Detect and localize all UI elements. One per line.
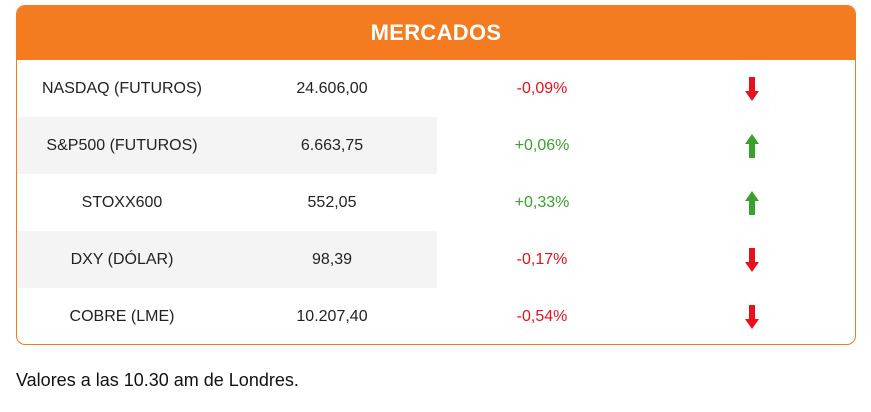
arrow-down-icon xyxy=(647,288,855,344)
market-value: 6.663,75 xyxy=(300,136,364,154)
market-row-nasdaq: NASDAQ (FUTUROS) 24.606,00 -0,09% xyxy=(17,60,855,117)
widget-title: MERCADOS xyxy=(17,6,855,60)
markets-widget: MERCADOS NASDAQ (FUTUROS) 24.606,00 -0,0… xyxy=(16,5,856,345)
market-name: S&P500 (FUTUROS) xyxy=(46,136,198,154)
market-row-stoxx600: STOXX600 552,05 +0,33% xyxy=(17,174,855,231)
market-value: 24.606,00 xyxy=(296,79,368,97)
market-name: COBRE (LME) xyxy=(69,307,175,325)
market-change: -0,17% xyxy=(516,250,568,268)
market-value: 552,05 xyxy=(307,193,357,211)
market-change: +0,33% xyxy=(514,193,570,211)
market-change: -0,09% xyxy=(516,79,568,97)
arrow-up-icon xyxy=(647,117,855,174)
arrow-down-icon xyxy=(647,60,855,117)
market-row-cobre: COBRE (LME) 10.207,40 -0,54% xyxy=(17,288,855,344)
market-change: -0,54% xyxy=(516,307,568,325)
market-row-dxy: DXY (DÓLAR) 98,39 -0,17% xyxy=(17,231,855,288)
market-name: NASDAQ (FUTUROS) xyxy=(42,79,202,97)
arrow-down-icon xyxy=(647,231,855,288)
footer-note: Valores a las 10.30 am de Londres. xyxy=(16,370,299,390)
market-row-sp500: S&P500 (FUTUROS) 6.663,75 +0,06% xyxy=(17,117,855,174)
market-value: 10.207,40 xyxy=(296,307,368,325)
market-name: DXY (DÓLAR) xyxy=(70,250,174,268)
arrow-up-icon xyxy=(647,174,855,231)
market-name: STOXX600 xyxy=(81,193,163,211)
market-change: +0,06% xyxy=(514,136,570,154)
market-value: 98,39 xyxy=(311,250,353,268)
